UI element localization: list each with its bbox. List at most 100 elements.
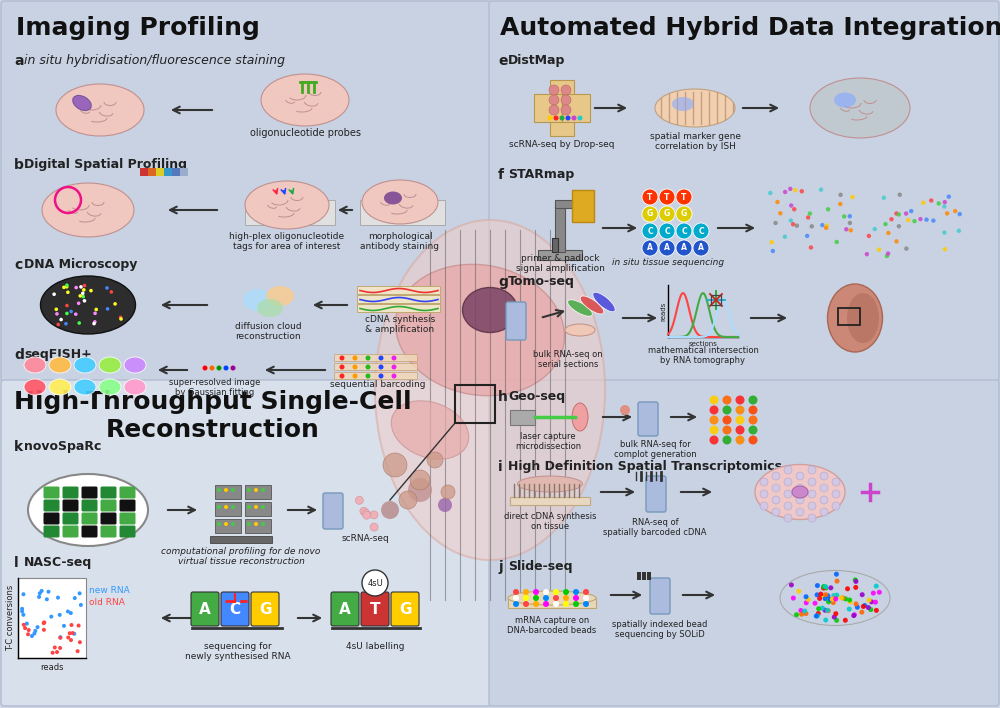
Circle shape	[813, 600, 818, 606]
Circle shape	[55, 312, 59, 316]
Circle shape	[835, 240, 839, 244]
Circle shape	[110, 290, 113, 294]
Circle shape	[885, 253, 889, 258]
Text: spatially indexed bead
sequencing by SOLiD: spatially indexed bead sequencing by SOL…	[612, 620, 708, 639]
Text: Geo-seq: Geo-seq	[508, 390, 565, 403]
Circle shape	[847, 598, 852, 603]
Circle shape	[722, 416, 732, 425]
Circle shape	[845, 586, 850, 591]
Text: G: G	[259, 602, 271, 617]
Text: C: C	[647, 227, 653, 236]
Circle shape	[760, 478, 768, 486]
Circle shape	[816, 611, 821, 616]
Text: NASC-seq: NASC-seq	[24, 556, 92, 569]
FancyBboxPatch shape	[120, 486, 136, 498]
Circle shape	[834, 593, 839, 598]
Circle shape	[33, 629, 37, 633]
Circle shape	[942, 230, 947, 235]
Text: high-plex oligonucleotide
tags for area of interest: high-plex oligonucleotide tags for area …	[229, 232, 345, 251]
Circle shape	[77, 321, 81, 325]
Text: seqFISH+: seqFISH+	[24, 348, 92, 361]
Circle shape	[844, 227, 848, 232]
Circle shape	[362, 570, 388, 596]
Circle shape	[217, 488, 221, 492]
Circle shape	[261, 522, 265, 526]
Circle shape	[883, 222, 888, 227]
Text: scRNA-seq: scRNA-seq	[341, 534, 389, 543]
Circle shape	[21, 593, 25, 596]
Circle shape	[642, 206, 658, 222]
Circle shape	[261, 505, 265, 509]
Ellipse shape	[672, 97, 694, 111]
Circle shape	[823, 607, 828, 612]
FancyBboxPatch shape	[251, 592, 279, 626]
FancyBboxPatch shape	[638, 402, 658, 436]
Circle shape	[21, 612, 25, 617]
Ellipse shape	[847, 293, 879, 343]
FancyBboxPatch shape	[62, 486, 78, 498]
Circle shape	[943, 200, 947, 205]
Text: sections: sections	[689, 341, 717, 347]
Circle shape	[824, 226, 828, 230]
Circle shape	[861, 604, 866, 609]
Circle shape	[573, 589, 579, 595]
Text: A: A	[681, 244, 687, 253]
Text: mRNA capture on
DNA-barcoded beads: mRNA capture on DNA-barcoded beads	[507, 616, 597, 635]
Bar	[18, 578, 86, 658]
Circle shape	[392, 365, 396, 370]
Circle shape	[806, 215, 810, 219]
Ellipse shape	[243, 289, 273, 311]
Text: DNA Microscopy: DNA Microscopy	[24, 258, 137, 271]
Circle shape	[20, 610, 24, 613]
Ellipse shape	[266, 286, 294, 306]
Circle shape	[254, 488, 258, 492]
Circle shape	[553, 595, 559, 601]
Text: bulk RNA-seq on
serial sections: bulk RNA-seq on serial sections	[533, 350, 603, 370]
Circle shape	[563, 601, 569, 607]
Ellipse shape	[99, 357, 121, 373]
Ellipse shape	[462, 287, 518, 333]
Bar	[215, 485, 241, 499]
Bar	[711, 295, 721, 305]
Circle shape	[722, 435, 732, 445]
Circle shape	[533, 601, 539, 607]
Circle shape	[399, 491, 417, 509]
Ellipse shape	[362, 180, 438, 224]
Circle shape	[82, 288, 86, 292]
Text: old RNA: old RNA	[89, 598, 125, 607]
Circle shape	[921, 200, 926, 205]
Bar	[550, 108, 574, 136]
Text: reads: reads	[660, 302, 666, 321]
Circle shape	[676, 206, 692, 222]
Bar	[838, 308, 860, 325]
Ellipse shape	[572, 403, 588, 431]
FancyBboxPatch shape	[100, 486, 116, 498]
Circle shape	[573, 595, 579, 601]
Circle shape	[869, 600, 874, 605]
Circle shape	[254, 522, 258, 526]
Circle shape	[224, 488, 228, 492]
Circle shape	[794, 612, 799, 617]
Circle shape	[370, 523, 378, 531]
Circle shape	[583, 589, 589, 595]
Circle shape	[620, 405, 630, 415]
Circle shape	[710, 416, 718, 425]
Circle shape	[819, 188, 823, 192]
Circle shape	[760, 502, 768, 510]
Circle shape	[784, 466, 792, 474]
Circle shape	[886, 231, 891, 235]
Circle shape	[853, 579, 858, 584]
Circle shape	[889, 217, 894, 222]
Circle shape	[78, 591, 82, 595]
Text: morphological
antibody staining: morphological antibody staining	[360, 232, 440, 251]
Text: T-C conversions: T-C conversions	[6, 585, 15, 651]
Circle shape	[563, 589, 569, 595]
Text: j: j	[498, 560, 503, 574]
Ellipse shape	[810, 78, 910, 138]
Circle shape	[52, 292, 56, 296]
Ellipse shape	[49, 357, 71, 373]
Circle shape	[853, 585, 858, 590]
Ellipse shape	[834, 93, 856, 108]
Ellipse shape	[593, 292, 615, 312]
Circle shape	[823, 596, 828, 601]
